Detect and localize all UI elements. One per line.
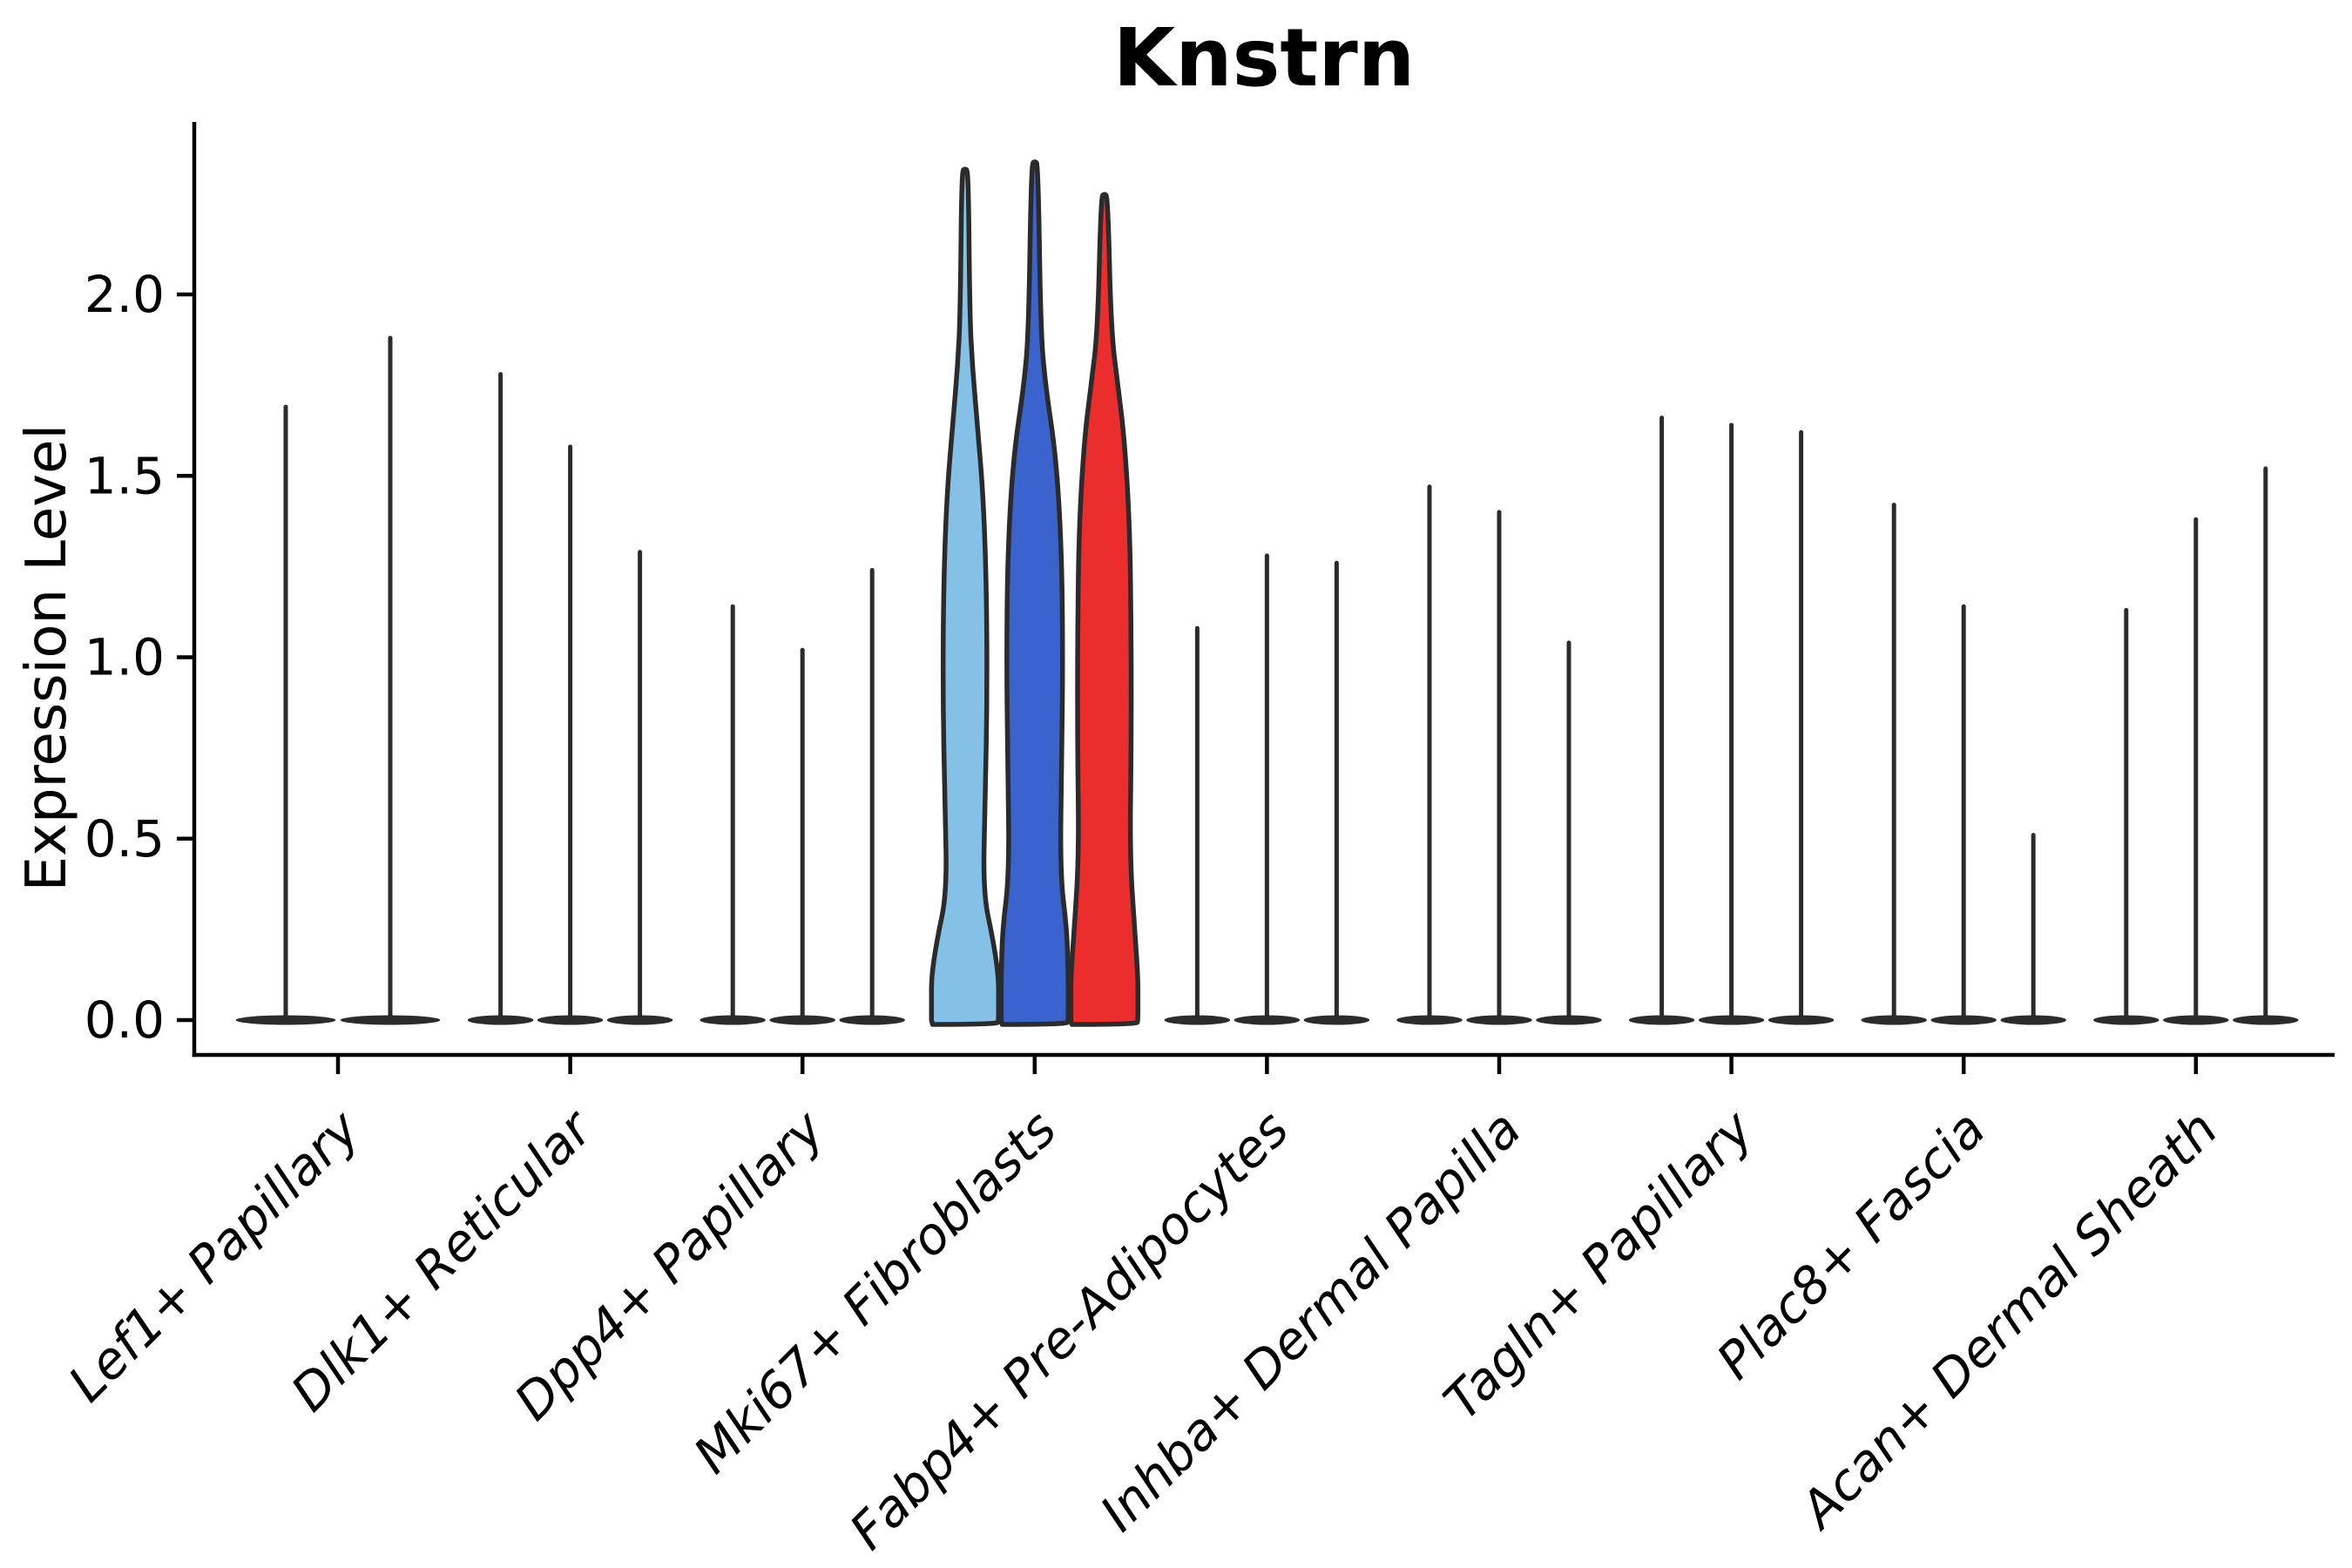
x-tick-label: Inhba+ Dermal Papilla	[1089, 1099, 1532, 1543]
plot-title: Knstrn	[1113, 11, 1415, 105]
x-tick-label: Acan+ Dermal Sheath	[1787, 1099, 2229, 1542]
y-tick-label: 1.0	[84, 628, 165, 687]
y-tick-label: 2.0	[84, 265, 165, 324]
y-tick-label: 1.5	[84, 446, 165, 505]
violins-layer	[235, 159, 2299, 1027]
x-tick-label: Fabp4+ Pre-Adipocytes	[838, 1099, 1300, 1561]
violin-mki67-fibroblasts-3	[1068, 192, 1141, 1027]
y-tick-label: 0.5	[84, 809, 165, 868]
violin-mki67-fibroblasts-1	[929, 166, 1002, 1027]
y-tick-label: 0.0	[84, 990, 165, 1050]
violin-mki67-fibroblasts-2	[998, 159, 1071, 1027]
y-axis-label: Expression Level	[15, 424, 79, 892]
